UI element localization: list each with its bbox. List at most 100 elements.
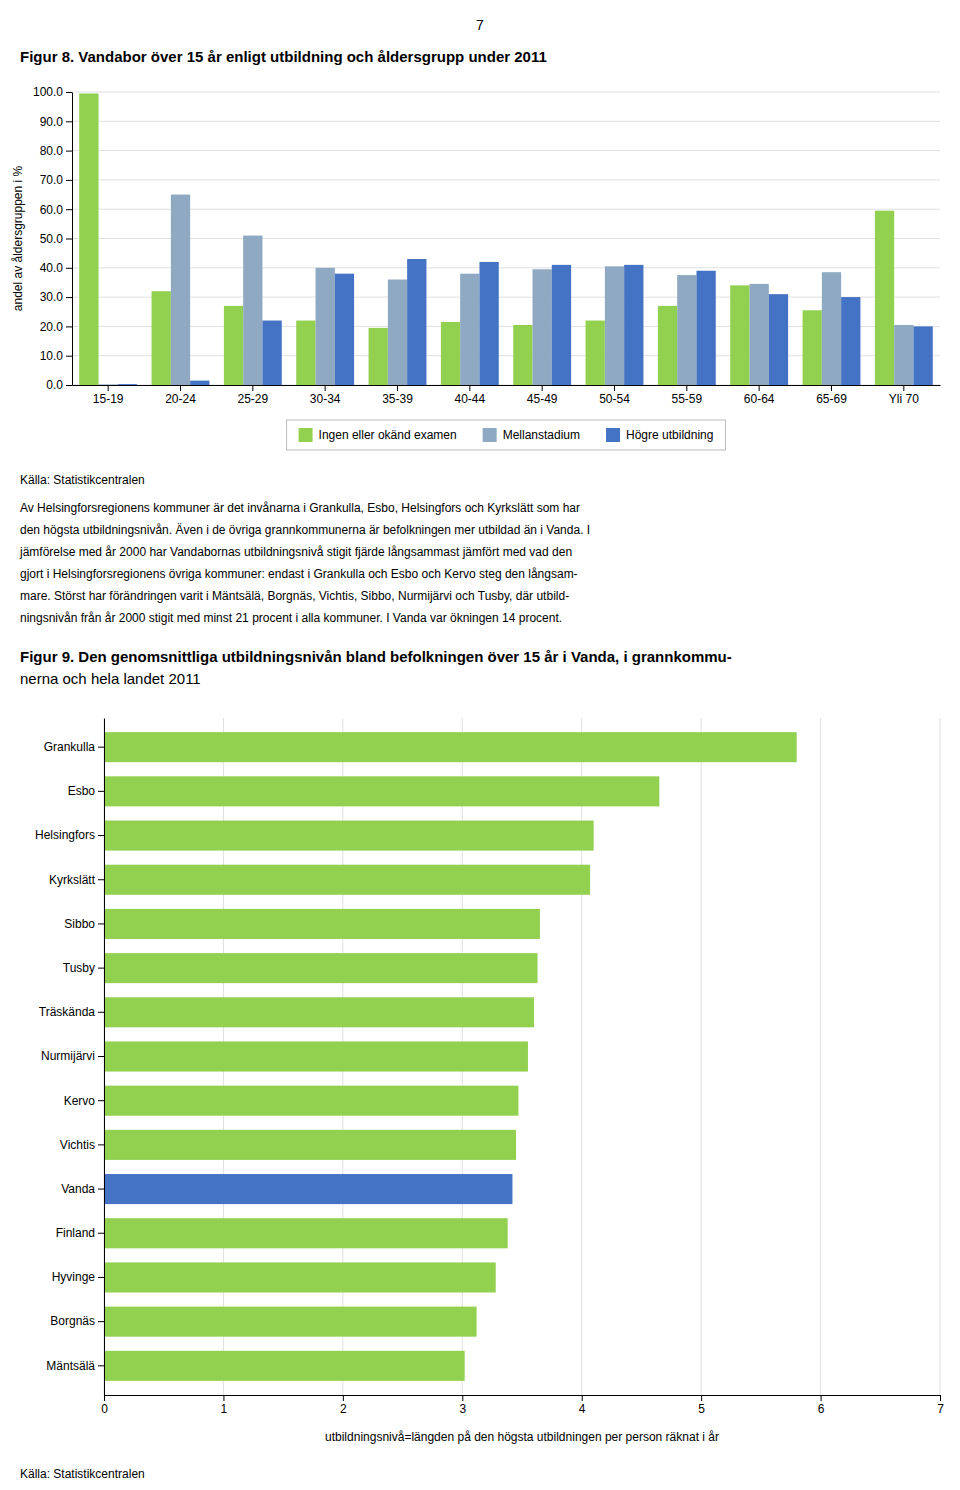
tick-label: Grankulla [44, 740, 96, 754]
tick-mark [98, 1277, 104, 1278]
tick: 2 [340, 1395, 347, 1416]
bar [104, 776, 659, 806]
series [118, 259, 933, 385]
tick-mark [108, 385, 109, 391]
tick: 0.0 [46, 378, 72, 392]
bar [224, 306, 243, 385]
grid-line [72, 209, 940, 210]
bar [104, 732, 797, 762]
tick-label: 30-34 [310, 392, 341, 406]
tick-label: 30.0 [40, 290, 64, 304]
body-text: den högsta utbildningsnivån. Även i de ö… [20, 523, 590, 537]
bar [730, 285, 749, 385]
tick-label: 50-54 [599, 392, 630, 406]
tick-mark [98, 1365, 104, 1366]
tick-mark [98, 879, 104, 880]
x-axis: 15-1920-2425-2930-3435-3940-4445-4950-54… [73, 385, 941, 406]
tick-mark [542, 385, 543, 391]
grid-line [72, 179, 940, 180]
bar [99, 384, 118, 385]
bar [190, 381, 209, 385]
bar [104, 1041, 528, 1071]
axis-line [105, 1395, 941, 1396]
tick-mark [469, 385, 470, 391]
tick-label: Kyrkslätt [49, 873, 96, 887]
bar [296, 321, 315, 385]
bar [104, 1262, 496, 1292]
body-text: Av Helsingforsregionens kommuner är det … [20, 501, 580, 515]
tick: Mäntsälä [46, 1359, 104, 1373]
tick-label: Mäntsälä [46, 1359, 95, 1373]
tick-mark [759, 385, 760, 391]
tick-mark [98, 1189, 104, 1190]
tick-label: Tusby [63, 961, 95, 975]
tick: 30-34 [310, 385, 341, 406]
tick-mark [701, 1395, 702, 1401]
tick-mark [98, 1100, 104, 1101]
tick-mark [66, 239, 72, 240]
tick: 70.0 [40, 173, 72, 187]
legend-label: Mellanstadium [503, 428, 580, 442]
tick-label: 35-39 [382, 392, 413, 406]
bar [605, 266, 624, 385]
tick: Hyvinge [52, 1270, 104, 1284]
tick-mark [98, 791, 104, 792]
tick-label: 2 [340, 1402, 347, 1416]
tick-mark [325, 385, 326, 391]
tick-label: Vichtis [60, 1138, 95, 1152]
grid-line [940, 718, 941, 1395]
bar [875, 211, 894, 385]
tick-mark [98, 835, 104, 836]
bar [104, 953, 538, 983]
tick-label: 5 [698, 1402, 705, 1416]
bar [262, 321, 281, 385]
tick: 5 [698, 1395, 705, 1416]
body-text: ningsnivån från år 2000 stigit med minst… [20, 611, 562, 625]
tick: 4 [579, 1395, 586, 1416]
tick-mark [940, 1395, 941, 1401]
legend-item: Högre utbildning [606, 428, 713, 442]
grid-line [72, 267, 940, 268]
tick: Finland [56, 1226, 104, 1240]
tick-label: Hyvinge [52, 1270, 96, 1284]
tick: Kyrkslätt [49, 873, 104, 887]
tick-label: Yli 70 [889, 392, 919, 406]
bar [533, 269, 552, 385]
tick-mark [614, 385, 615, 391]
tick: 80.0 [40, 144, 72, 158]
tick-label: 45-49 [527, 392, 558, 406]
tick-label: Vanda [61, 1182, 95, 1196]
bar [104, 865, 590, 895]
bar [104, 909, 540, 939]
legend-swatch [299, 428, 313, 442]
bar [243, 236, 262, 385]
bar [104, 1307, 477, 1337]
bar [513, 325, 532, 385]
tick: 50.0 [40, 232, 72, 246]
grid-line [820, 718, 821, 1395]
bar [407, 259, 426, 385]
legend-label: Ingen eller okänd examen [319, 428, 457, 442]
grid-line [72, 150, 940, 151]
tick-label: 90.0 [40, 115, 64, 129]
tick-label: 1 [221, 1402, 228, 1416]
tick-mark [66, 121, 72, 122]
tick: 45-49 [527, 385, 558, 406]
tick: 1 [221, 1395, 228, 1416]
bar [104, 1174, 512, 1204]
tick-label: Sibbo [64, 917, 95, 931]
tick: 20-24 [165, 385, 196, 406]
chart-title: nerna och hela landet 2011 [20, 670, 201, 687]
series [99, 195, 914, 385]
tick-mark [343, 1395, 344, 1401]
tick-mark [98, 1321, 104, 1322]
plot-area [104, 732, 797, 1381]
y-axis: 0.010.020.030.040.050.060.070.080.090.01… [33, 85, 73, 392]
bar [479, 262, 498, 385]
tick: Helsingfors [35, 828, 104, 842]
tick-mark [397, 385, 398, 391]
bar [624, 265, 643, 385]
tick-mark [104, 1395, 105, 1401]
tick: Yli 70 [889, 385, 919, 406]
tick-mark [462, 1395, 463, 1401]
